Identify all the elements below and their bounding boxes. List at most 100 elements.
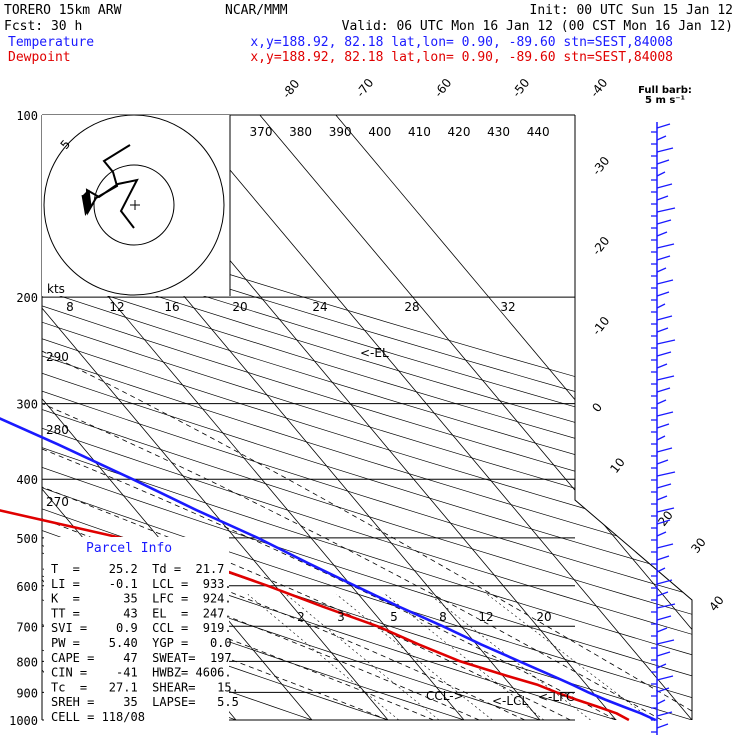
wind-barb bbox=[656, 183, 673, 189]
temperature-profile bbox=[0, 417, 657, 722]
hodograph-scale-label: 32 bbox=[500, 300, 515, 314]
dry-adiabat bbox=[42, 115, 692, 720]
isotherm-label: -40 bbox=[587, 76, 610, 100]
mixing-ratio-label: 8 bbox=[439, 610, 447, 624]
isotherm-label: 0 bbox=[589, 400, 605, 415]
wind-barb bbox=[656, 519, 671, 525]
parcel-info-box bbox=[44, 537, 229, 722]
wind-barb bbox=[656, 711, 673, 717]
hodograph-ring-inner bbox=[93, 164, 175, 246]
wind-barb bbox=[656, 267, 667, 273]
parcel-info-row: K = 35 LFC = 924. bbox=[51, 592, 232, 606]
wind-barb bbox=[656, 195, 669, 201]
isotherm-label: -30 bbox=[589, 154, 612, 178]
wind-barb bbox=[656, 363, 668, 369]
wind-barb bbox=[656, 447, 673, 453]
wind-barb bbox=[656, 663, 667, 669]
temperature-legend: Temperature bbox=[8, 35, 94, 50]
dry-adiabat bbox=[42, 115, 692, 720]
wind-barb bbox=[656, 555, 670, 561]
parcel-info-row: SREH = 35 LAPSE= 5.5 bbox=[51, 695, 239, 709]
wind-barb bbox=[656, 483, 672, 489]
pressure-label: 900 bbox=[16, 686, 38, 700]
theta-label: 290 bbox=[46, 350, 69, 364]
moist-adiabat bbox=[42, 309, 480, 720]
hodograph-scale-label: 20 bbox=[232, 300, 247, 314]
hodograph-scale-label: 16 bbox=[164, 300, 179, 314]
dry-adiabat bbox=[42, 115, 692, 720]
forecast-hour: Fcst: 30 h bbox=[4, 19, 82, 34]
parcel-info-row: CIN = -41 HWBZ= 4606. bbox=[51, 666, 232, 680]
pressure-label: 1000 bbox=[9, 714, 38, 728]
wind-barb bbox=[656, 303, 666, 309]
wind-barb bbox=[656, 567, 666, 573]
wind-barb bbox=[656, 243, 675, 249]
parcel-info-row: CELL = 118/08 bbox=[51, 710, 145, 724]
parcel-info-title: Parcel Info bbox=[86, 541, 172, 556]
parcel-info: Parcel Info T = 25.2 Td = 21.7LI = -0.1 … bbox=[44, 537, 239, 724]
isotherm-line bbox=[0, 115, 8, 720]
temperature-location: x,y=188.92, 82.18 lat,lon= 0.90, -89.60 … bbox=[250, 35, 673, 50]
wind-barb bbox=[656, 339, 676, 345]
isotherm-label: -70 bbox=[353, 76, 376, 100]
pressure-label: 800 bbox=[16, 655, 38, 669]
theta-e-label: 420 bbox=[448, 125, 471, 139]
wind-barb bbox=[656, 147, 674, 153]
dry-adiabat bbox=[42, 115, 692, 720]
model-name: TORERO 15km ARW bbox=[4, 3, 122, 18]
lcl-marker: <-LCL bbox=[492, 694, 528, 708]
hodograph-scale-label: 28 bbox=[404, 300, 419, 314]
moist-adiabat bbox=[42, 296, 571, 720]
isotherm-label: 30 bbox=[688, 535, 708, 556]
wind-barb bbox=[656, 639, 675, 645]
wind-barb bbox=[656, 435, 666, 441]
pressure-label: 500 bbox=[16, 532, 38, 546]
wind-barb bbox=[656, 351, 672, 357]
wind-barb bbox=[656, 651, 671, 657]
dewpoint-legend: Dewpoint bbox=[8, 50, 71, 65]
wind-barb bbox=[656, 471, 676, 477]
wind-barb bbox=[656, 279, 674, 285]
profiles bbox=[0, 417, 657, 722]
el-marker: <-EL bbox=[360, 346, 389, 360]
dewpoint-profile bbox=[0, 509, 630, 722]
wind-barb bbox=[656, 231, 668, 237]
wind-barb bbox=[656, 387, 671, 393]
parcel-info-rows: T = 25.2 Td = 21.7LI = -0.1 LCL = 933.K … bbox=[51, 562, 239, 724]
theta-label: 280 bbox=[46, 423, 69, 437]
wind-barb bbox=[656, 687, 670, 693]
wind-barb bbox=[656, 495, 668, 501]
valid-time: Valid: 06 UTC Mon 16 Jan 12 (00 CST Mon … bbox=[342, 19, 733, 34]
moist-adiabat bbox=[42, 296, 692, 720]
theta-e-label: 390 bbox=[329, 125, 352, 139]
theta-label: 270 bbox=[46, 495, 69, 509]
theta-e-label: 380 bbox=[289, 125, 312, 139]
hodograph-scale-label: 24 bbox=[312, 300, 327, 314]
wind-barb bbox=[656, 579, 673, 585]
pressure-label: 600 bbox=[16, 580, 38, 594]
wind-barb bbox=[656, 291, 670, 297]
isotherm-line bbox=[42, 115, 389, 720]
wind-barb bbox=[656, 219, 672, 225]
mixing-ratio-label: 2 bbox=[297, 610, 305, 624]
dry-adiabat bbox=[42, 115, 692, 720]
mixing-ratio-line bbox=[487, 594, 653, 720]
dry-adiabat bbox=[42, 115, 692, 720]
moist-adiabat bbox=[42, 296, 525, 720]
isotherm-line bbox=[42, 115, 465, 720]
isotherm-label: -20 bbox=[589, 234, 612, 258]
parcel-info-row: T = 25.2 Td = 21.7 bbox=[51, 562, 224, 576]
wind-barb bbox=[656, 399, 667, 405]
pressure-label: 100 bbox=[16, 109, 38, 123]
theta-e-label: 370 bbox=[250, 125, 273, 139]
mixing-ratio-line bbox=[429, 594, 591, 720]
parcel-info-row: Tc = 27.1 SHEAR= 15. bbox=[51, 680, 239, 694]
theta-e-label: 430 bbox=[487, 125, 510, 139]
isotherm-label: -10 bbox=[589, 314, 612, 338]
isotherm-label: 40 bbox=[706, 593, 726, 614]
parcel-info-row: PW = 5.40 YGP = 0.0 bbox=[51, 636, 232, 650]
ccl-marker: CCL-> bbox=[426, 689, 464, 703]
wind-barb bbox=[656, 603, 676, 609]
dewpoint-location: x,y=188.92, 82.18 lat,lon= 0.90, -89.60 … bbox=[250, 50, 673, 65]
